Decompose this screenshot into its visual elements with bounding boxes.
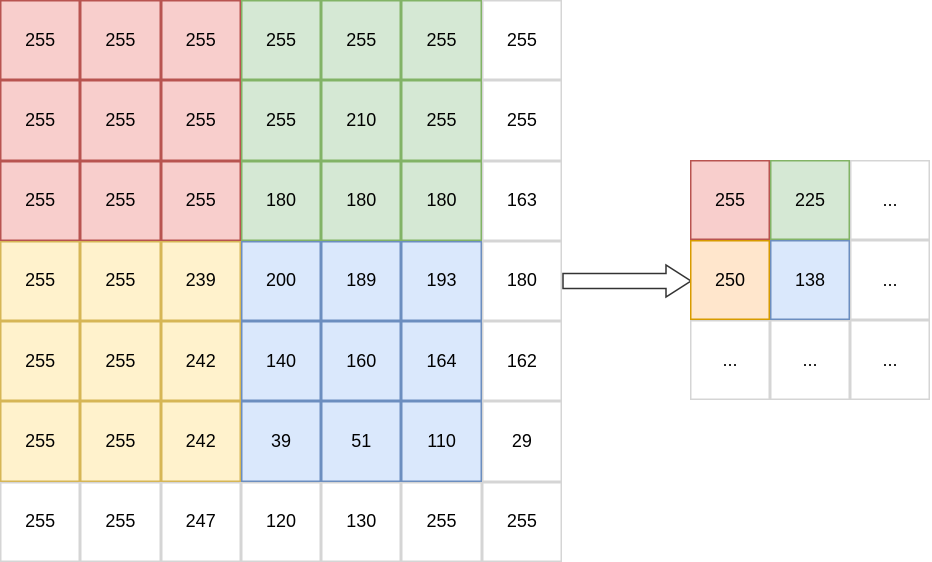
source-grid-cell-r3c6: 180 (401, 160, 482, 241)
source-grid-cell-r1c1: 255 (0, 0, 81, 81)
source-grid-cell-r4c7: 180 (481, 240, 562, 322)
source-grid-cell-r4c6: 193 (401, 240, 482, 322)
source-grid-cell-r1c3: 255 (160, 0, 241, 81)
source-grid-cell-r5c4: 140 (240, 321, 322, 402)
source-pixel-grid: 255 255 255 255 255 255 255 255 255 255 255 210 255 2… (0, 0, 562, 562)
source-grid-cell-r2c6: 255 (401, 80, 482, 161)
source-grid-cell-r3c3: 255 (160, 160, 241, 241)
source-grid-cell-r3c4: 180 (240, 160, 322, 241)
result-grid-cell-r2c2: 138 (770, 240, 850, 320)
result-grid-cell-r1c2: 225 (770, 160, 850, 240)
source-grid-cell-r2c3: 255 (160, 80, 241, 161)
source-grid-cell-r1c4: 255 (240, 0, 322, 81)
source-grid-cell-r2c2: 255 (80, 80, 161, 161)
source-grid-cell-r3c5: 180 (321, 160, 402, 241)
result-grid-cell-r3c2: ... (770, 320, 850, 400)
source-grid-cell-r2c4: 255 (240, 80, 322, 161)
result-grid-cell-r3c3: ... (850, 320, 930, 400)
source-grid-cell-r6c2: 255 (80, 401, 161, 482)
source-grid-cell-r1c7: 255 (481, 0, 562, 81)
source-grid-cell-r4c3: 239 (160, 240, 241, 322)
source-grid-cell-r7c5: 130 (321, 481, 402, 562)
source-grid-cell-r6c4: 39 (240, 401, 322, 482)
source-grid-cell-r6c6: 110 (401, 401, 482, 482)
source-grid-cell-r7c7: 255 (481, 481, 562, 562)
source-grid-cell-r1c5: 255 (321, 0, 402, 81)
source-grid-cell-r5c5: 160 (321, 321, 402, 402)
source-grid-cell-r5c3: 242 (160, 321, 241, 402)
source-grid-cell-r7c2: 255 (80, 481, 161, 562)
source-grid-cell-r6c1: 255 (0, 401, 81, 482)
source-grid-cell-r3c2: 255 (80, 160, 161, 241)
source-grid-cell-r1c6: 255 (401, 0, 482, 81)
source-grid-cell-r3c7: 163 (481, 160, 562, 241)
result-grid-cell-r1c3: ... (850, 160, 930, 240)
source-grid-cell-r4c5: 189 (321, 240, 402, 322)
source-grid-cell-r2c7: 255 (481, 80, 562, 161)
source-grid-cell-r4c2: 255 (80, 240, 161, 322)
result-pixel-grid: 255 225... 250 138............ (690, 160, 930, 400)
source-grid-cell-r7c3: 247 (160, 481, 241, 562)
source-grid-cell-r7c6: 255 (401, 481, 482, 562)
result-grid-cell-r3c1: ... (690, 320, 770, 400)
source-grid-cell-r5c6: 164 (401, 321, 482, 402)
source-grid-cell-r2c1: 255 (0, 80, 81, 161)
source-grid-cell-r2c5: 210 (321, 80, 402, 161)
source-grid-cell-r6c5: 51 (321, 401, 402, 482)
source-grid-cell-r7c1: 255 (0, 481, 81, 562)
source-grid-cell-r5c1: 255 (0, 321, 81, 402)
result-grid-cell-r2c1: 250 (690, 240, 770, 320)
source-grid-cell-r7c4: 120 (240, 481, 322, 562)
source-grid-cell-r4c1: 255 (0, 240, 81, 322)
source-grid-cell-r5c7: 162 (481, 321, 562, 402)
source-grid-cell-r3c1: 255 (0, 160, 81, 241)
source-grid-cell-r6c3: 242 (160, 401, 241, 482)
source-grid-cell-r1c2: 255 (80, 0, 161, 81)
result-grid-cell-r1c1: 255 (690, 160, 770, 240)
source-grid-cell-r4c4: 200 (240, 240, 322, 322)
result-grid-cell-r2c3: ... (850, 240, 930, 320)
source-grid-cell-r6c7: 29 (481, 401, 562, 482)
right-arrow-icon (562, 263, 693, 299)
source-grid-cell-r5c2: 255 (80, 321, 161, 402)
